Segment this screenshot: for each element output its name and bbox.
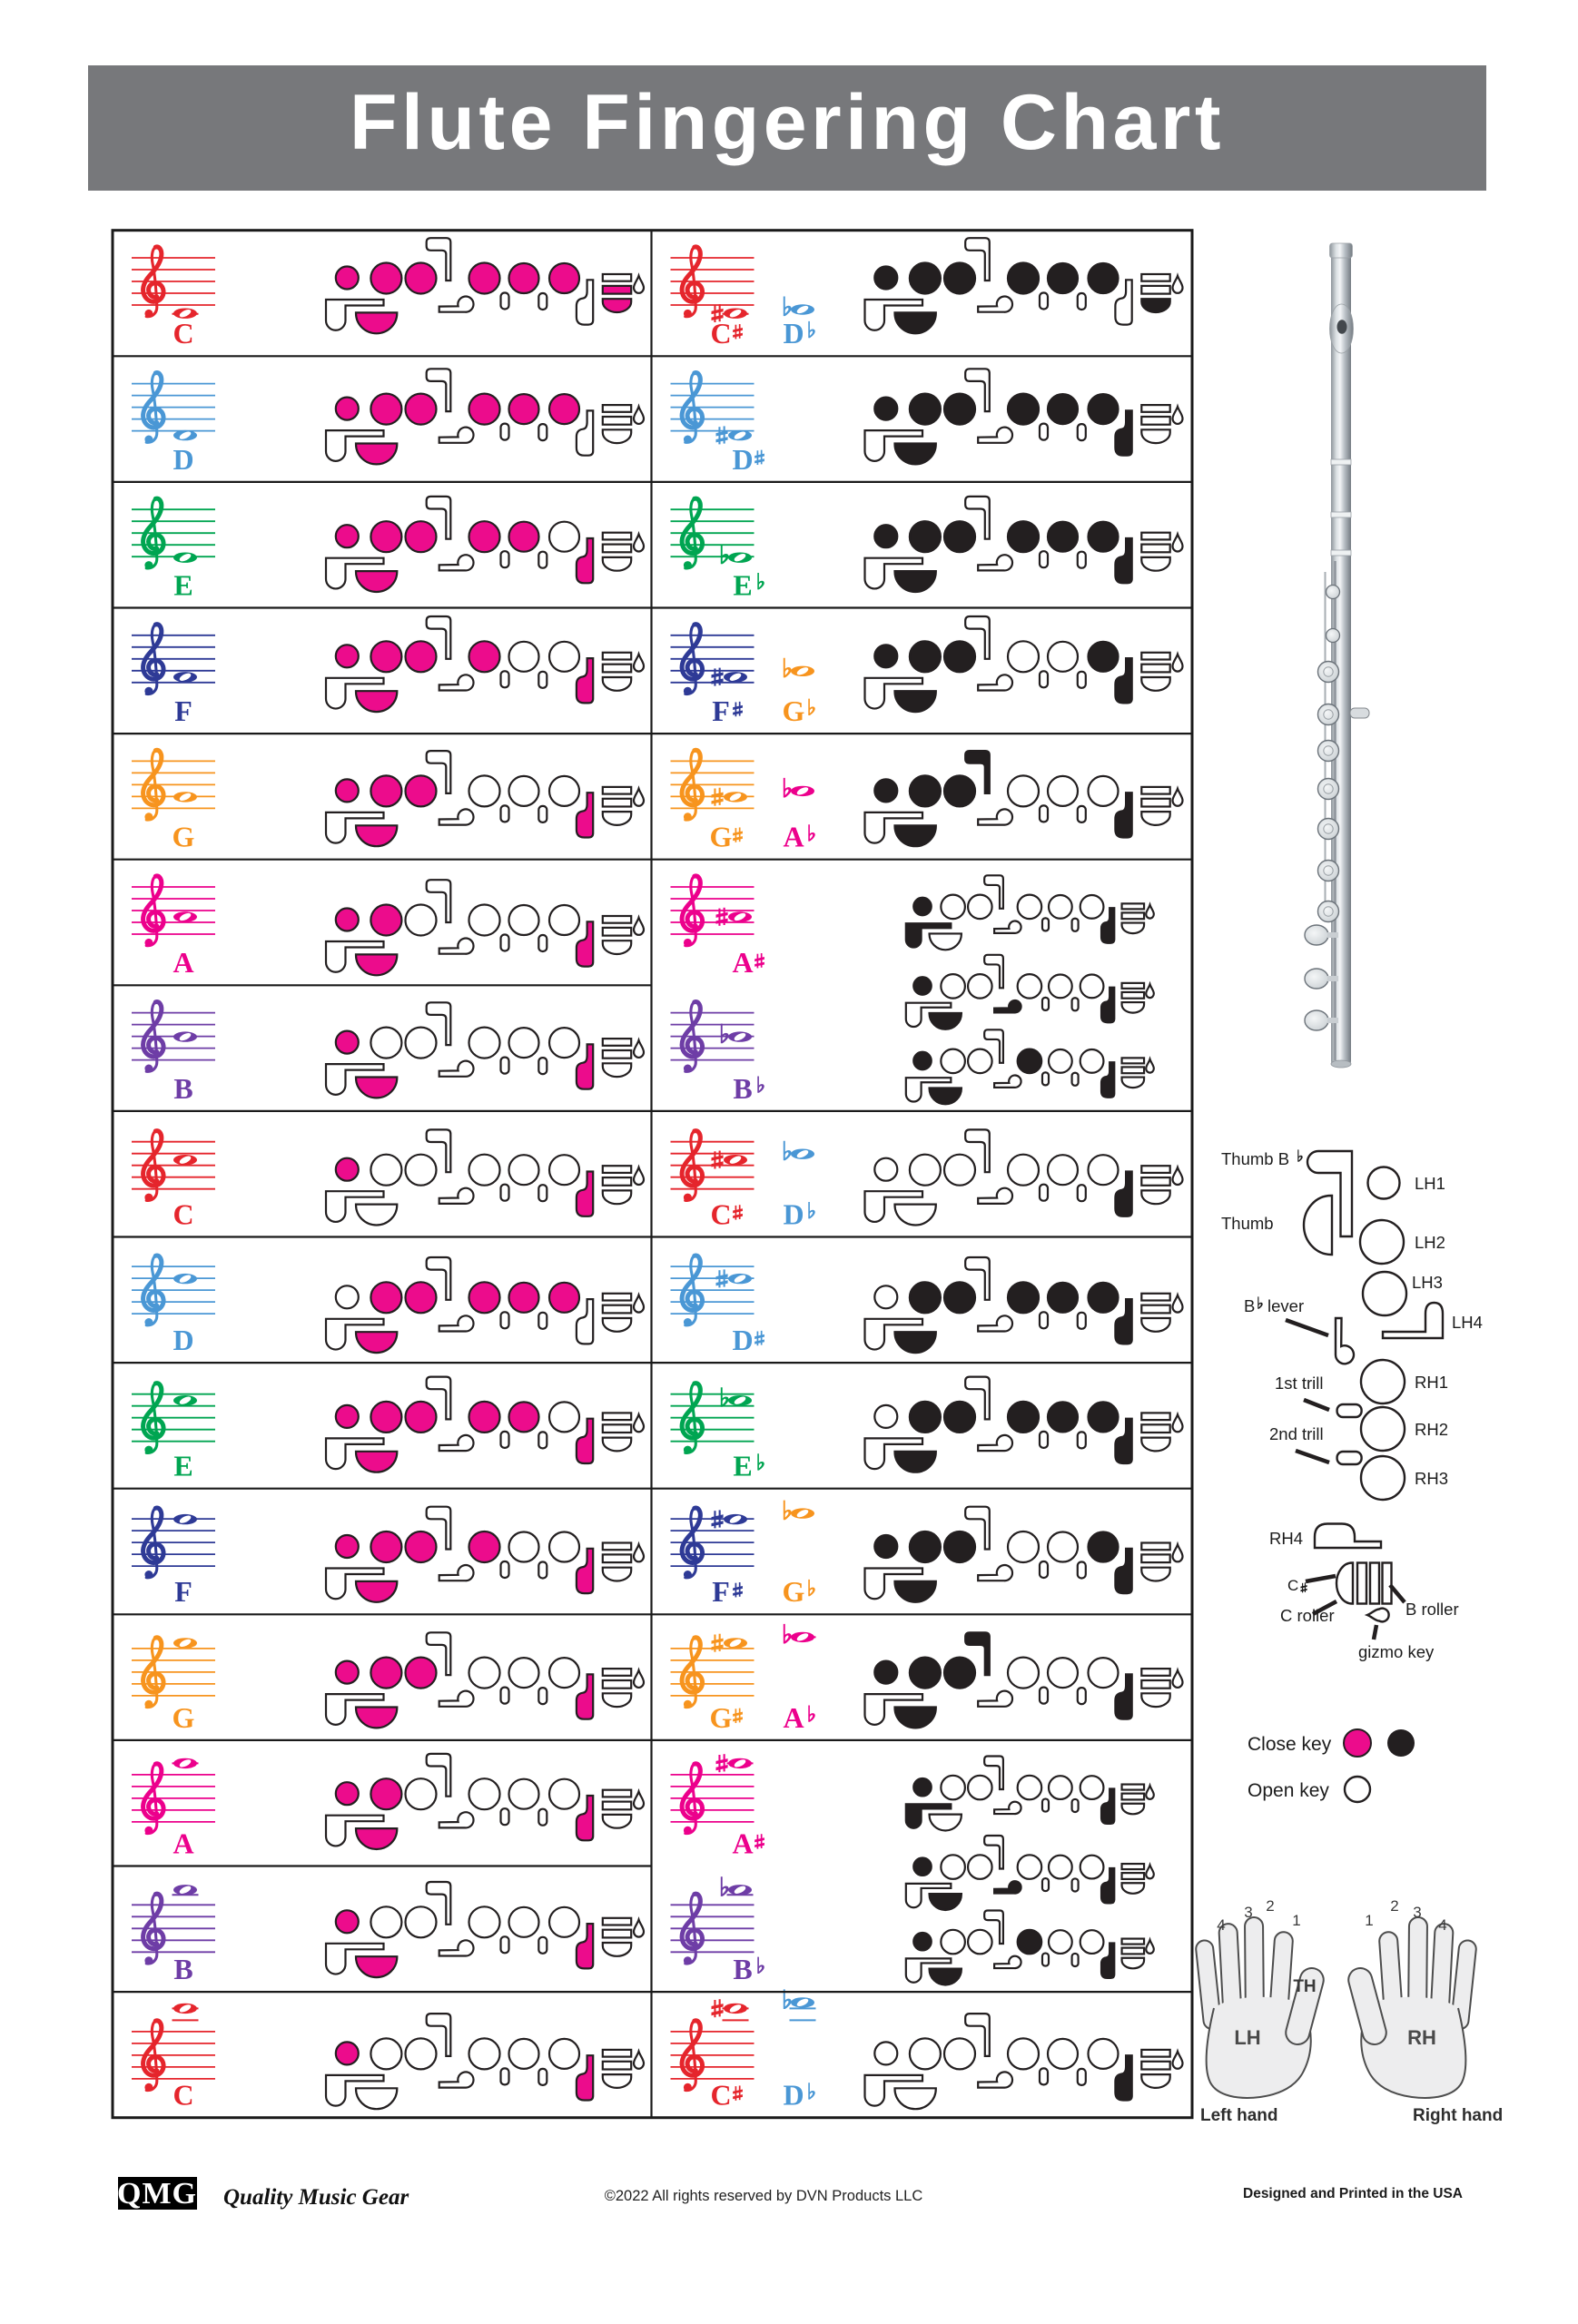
svg-text:Thumb B: Thumb B [1221,1149,1289,1168]
svg-text:LH1: LH1 [1415,1174,1445,1193]
svg-text:D: D [783,1197,804,1230]
svg-text:G: G [173,821,195,853]
svg-text:Right hand: Right hand [1413,2106,1503,2125]
svg-text:D: D [732,443,753,476]
svg-text:B roller: B roller [1405,1600,1459,1619]
svg-text:C: C [710,317,731,350]
svg-text:G: G [173,1701,195,1734]
svg-text:gizmo key: gizmo key [1358,1642,1435,1661]
svg-text:B: B [733,1072,752,1105]
svg-text:C: C [710,1197,731,1230]
svg-text:E: E [173,1450,192,1482]
svg-text:4: 4 [1438,1916,1446,1934]
svg-text:F: F [712,694,730,727]
svg-text:RH3: RH3 [1415,1469,1448,1488]
svg-text:F: F [712,1575,730,1608]
svg-text:Flute Fingering Chart: Flute Fingering Chart [350,79,1225,166]
svg-text:LH2: LH2 [1415,1233,1445,1252]
svg-text:A: A [732,946,753,979]
svg-text:Thumb: Thumb [1221,1214,1274,1233]
svg-text:D: D [732,1324,753,1356]
svg-text:E: E [173,568,192,601]
svg-text:1: 1 [1365,1912,1373,1929]
svg-text:RH4: RH4 [1269,1529,1303,1548]
svg-text:D: D [173,1324,193,1356]
svg-text:LH3: LH3 [1412,1273,1443,1292]
svg-text:C roller: C roller [1280,1606,1335,1625]
svg-text:RH1: RH1 [1415,1373,1448,1392]
svg-text:A: A [783,821,804,853]
svg-text:A: A [732,1827,753,1859]
svg-text:D: D [173,443,193,476]
svg-text:C: C [173,317,193,350]
svg-text:3: 3 [1413,1904,1421,1921]
svg-text:©2022 All rights reserved by D: ©2022 All rights reserved by DVN Product… [605,2188,923,2204]
svg-text:B: B [173,1953,192,1985]
svg-text:Designed and Printed in the US: Designed and Printed in the USA [1243,2186,1463,2201]
svg-text:RH2: RH2 [1415,1420,1448,1439]
svg-text:D: D [783,2079,804,2112]
svg-text:C: C [710,2079,731,2112]
svg-text:Open key: Open key [1248,1780,1329,1801]
svg-text:G: G [783,694,805,727]
svg-text:C: C [173,2079,193,2112]
svg-text:G: G [710,1701,733,1734]
svg-text:E: E [733,1450,752,1482]
svg-text:LH4: LH4 [1452,1313,1483,1332]
svg-text:A: A [173,946,193,979]
svg-text:B: B [1244,1296,1255,1315]
svg-text:TH: TH [1293,1977,1316,1996]
svg-text:B: B [173,1072,192,1105]
svg-text:A: A [173,1827,193,1859]
svg-text:3: 3 [1244,1904,1252,1921]
svg-text:F: F [174,1575,192,1608]
svg-text:C: C [173,1197,193,1230]
svg-text:2: 2 [1390,1897,1398,1915]
svg-text:2: 2 [1266,1897,1274,1915]
svg-text:1st trill: 1st trill [1275,1374,1323,1393]
svg-text:C: C [1287,1577,1298,1594]
svg-text:RH: RH [1407,2026,1436,2049]
svg-text:G: G [783,1575,805,1608]
svg-text:lever: lever [1267,1296,1304,1315]
svg-text:Quality Music Gear: Quality Music Gear [223,2185,409,2210]
svg-text:Close key: Close key [1248,1734,1332,1755]
svg-text:4: 4 [1217,1916,1225,1934]
svg-text:2nd trill: 2nd trill [1269,1424,1324,1443]
svg-text:G: G [710,821,733,853]
svg-text:A: A [783,1701,804,1734]
svg-text:1: 1 [1292,1912,1300,1929]
svg-text:B: B [733,1953,752,1985]
svg-text:LH: LH [1234,2026,1260,2049]
svg-text:F: F [174,694,192,727]
svg-text:QMG: QMG [117,2177,197,2211]
svg-text:Left hand: Left hand [1200,2106,1278,2125]
svg-text:E: E [733,568,752,601]
svg-text:D: D [783,317,804,350]
